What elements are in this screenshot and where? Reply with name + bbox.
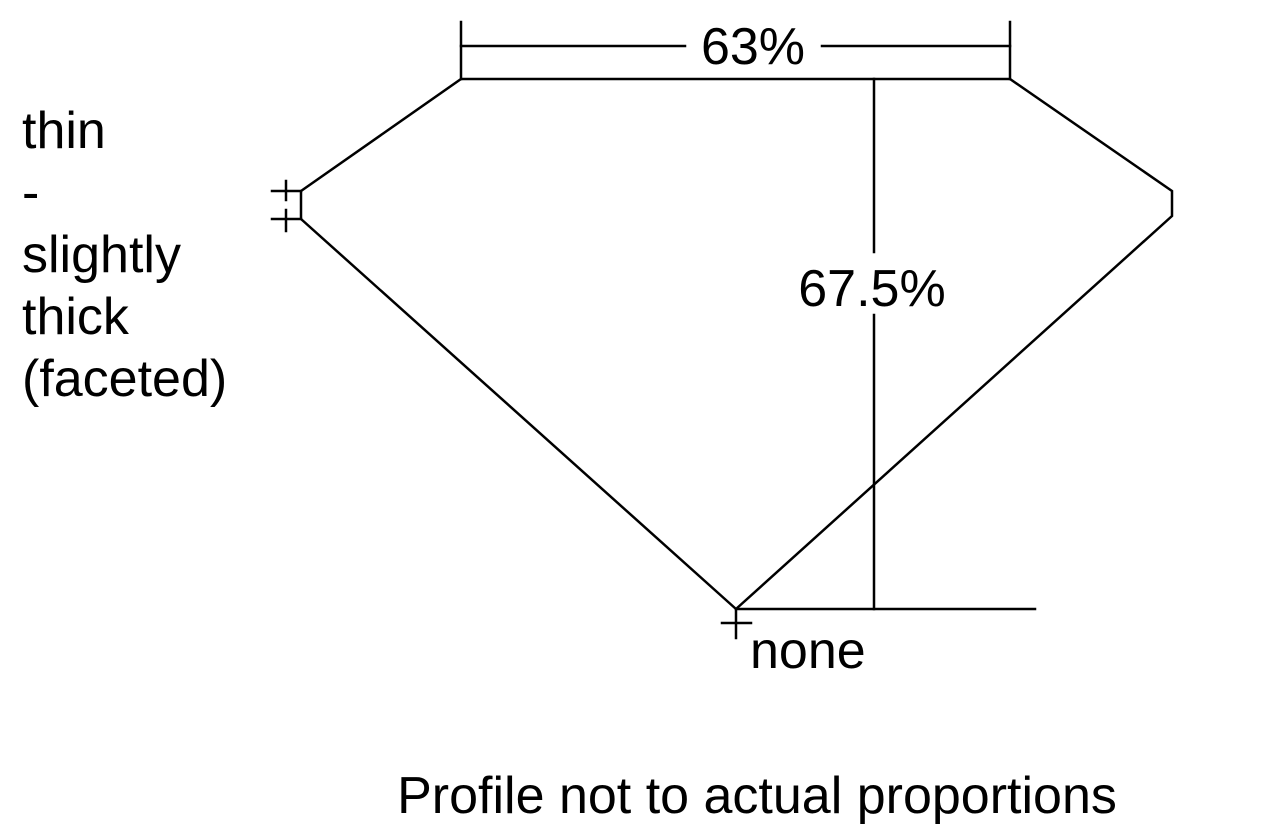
culet-marker — [720, 607, 753, 640]
girdle-label-line: thin — [22, 102, 106, 160]
table-percent-label: 63% — [701, 18, 805, 76]
culet-label: none — [750, 622, 866, 680]
girdle-label-line: slightly — [22, 226, 181, 284]
caption: Profile not to actual proportions — [397, 767, 1117, 825]
girdle-label: thin - slightly thick (faceted) — [22, 102, 227, 408]
girdle-marker — [270, 179, 303, 233]
girdle-label-line: thick — [22, 288, 130, 346]
depth-percent-label: 67.5% — [798, 260, 945, 318]
girdle-label-line: - — [22, 164, 39, 222]
table-dimension-line — [459, 20, 1012, 81]
girdle-label-line: (faceted) — [22, 350, 227, 408]
gem-profile-outline — [299, 77, 1174, 611]
depth-dimension-line — [734, 77, 1037, 611]
